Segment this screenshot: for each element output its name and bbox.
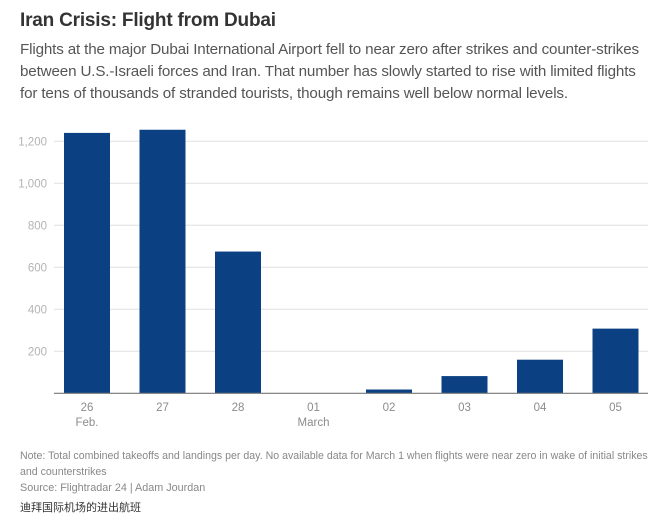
- chart-source: Source: Flightradar 24 | Adam Jourdan: [20, 482, 206, 494]
- x-tick-label: 04: [534, 402, 547, 414]
- bar-27: [139, 129, 186, 394]
- y-tick-label: 400: [28, 304, 47, 316]
- x-tick-label: 05: [609, 402, 622, 414]
- bar-28: [215, 251, 261, 394]
- x-tick-label: 27: [156, 402, 169, 414]
- bar-chart: 200 400 600 800 1,000 1,200 26 Feb. 27 28 01 March…: [18, 129, 648, 429]
- chart-caption-chinese: 迪拜国际机场的进出航班: [20, 501, 141, 514]
- y-tick-label: 200: [28, 346, 47, 358]
- bar-02: [366, 389, 412, 394]
- bar-04: [517, 359, 563, 394]
- chart-title: Iran Crisis: Flight from Dubai: [20, 10, 276, 31]
- y-tick-label: 1,200: [18, 136, 47, 148]
- x-tick-label: 01: [307, 402, 320, 414]
- bars: [64, 129, 639, 394]
- y-tick-label: 800: [28, 220, 47, 232]
- x-tick-label: 28: [232, 402, 245, 414]
- x-tick-label: 02: [383, 402, 396, 414]
- bar-05: [592, 328, 639, 394]
- chart-subtitle: Flights at the major Dubai International…: [20, 41, 639, 102]
- x-tick-label: 26: [81, 402, 94, 414]
- bar-26: [64, 132, 110, 394]
- bar-03: [441, 376, 488, 394]
- chart-note: Note: Total combined takeoffs and landin…: [20, 450, 648, 478]
- x-tick-sublabel: March: [298, 417, 330, 429]
- y-tick-label: 600: [28, 262, 47, 274]
- x-axis-ticks: 26 Feb. 27 28 01 March 02 03 04 05: [75, 402, 621, 429]
- x-tick-label: 03: [458, 402, 471, 414]
- y-tick-label: 1,000: [18, 178, 47, 190]
- x-tick-sublabel: Feb.: [75, 417, 98, 429]
- y-axis-ticks: 200 400 600 800 1,000 1,200: [18, 136, 47, 358]
